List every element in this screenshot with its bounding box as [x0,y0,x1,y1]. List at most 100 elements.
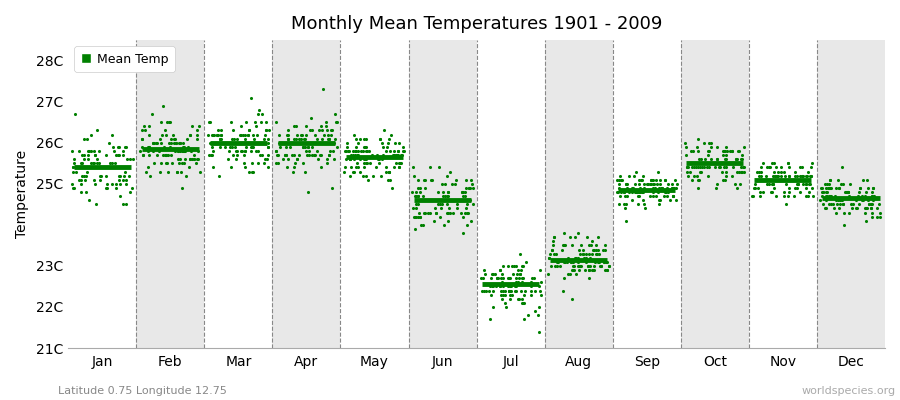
Point [281,136,295,142]
Point [572,250,587,257]
Point [860,185,875,191]
Point [601,263,616,269]
Point [84,148,98,154]
Point [657,193,671,199]
Point [862,201,877,208]
Point [65,148,79,154]
Point [630,189,644,195]
Point [321,136,336,142]
Point [767,160,781,166]
Point [105,164,120,170]
Point [767,168,781,175]
Point [315,136,329,142]
Point [710,156,724,162]
Point [793,172,807,179]
Point [261,144,275,150]
Point [115,201,130,208]
Point [290,131,304,138]
Point [477,287,491,294]
Point [732,168,746,175]
Point [717,148,732,154]
Point [338,156,353,162]
Point [175,168,189,175]
Point [100,185,114,191]
Point [357,156,372,162]
Point [170,156,184,162]
Point [326,148,340,154]
Point [338,148,353,154]
Point [724,160,739,166]
Point [477,267,491,273]
Point [424,176,438,183]
Point [622,189,636,195]
Point [342,148,356,154]
Point [558,242,572,249]
Point [702,148,716,154]
Point [526,275,541,282]
Point [397,148,411,154]
Point [346,152,360,158]
Point [734,168,748,175]
Point [762,181,777,187]
Point [443,209,457,216]
Point [655,185,670,191]
Point [691,136,706,142]
Point [547,234,562,240]
Point [189,136,203,142]
Point [165,152,179,158]
Point [158,152,172,158]
Point [116,148,130,154]
Point [228,144,242,150]
Point [176,144,191,150]
Point [841,189,855,195]
Point [865,214,879,220]
Point [565,296,580,302]
Point [320,156,335,162]
Point [142,144,157,150]
Point [733,181,747,187]
Point [187,152,202,158]
Point [376,152,391,158]
Point [780,176,795,183]
Point [576,250,590,257]
Point [768,172,782,179]
Point [225,127,239,134]
Point [836,201,850,208]
Point [111,152,125,158]
Point [499,292,513,298]
Point [649,193,663,199]
Point [855,197,869,204]
Point [301,144,315,150]
Point [704,140,718,146]
Point [440,201,454,208]
Point [315,140,329,146]
Point [176,148,191,154]
Point [632,181,646,187]
Point [324,140,338,146]
Point [237,160,251,166]
Point [865,209,879,216]
Point [280,164,294,170]
Point [795,172,809,179]
Point [587,246,601,253]
Point [218,144,232,150]
Point [459,185,473,191]
Point [238,164,252,170]
Point [373,136,387,142]
Point [456,214,471,220]
Point [296,144,310,150]
Point [625,189,639,195]
Point [272,131,286,138]
Point [637,205,652,212]
Point [453,197,467,204]
Point [693,168,707,175]
Point [598,259,613,265]
Point [146,140,160,146]
Point [517,300,531,306]
Point [348,148,363,154]
Point [734,164,748,170]
Point [234,148,248,154]
Point [724,148,739,154]
Point [418,209,432,216]
Point [76,152,90,158]
